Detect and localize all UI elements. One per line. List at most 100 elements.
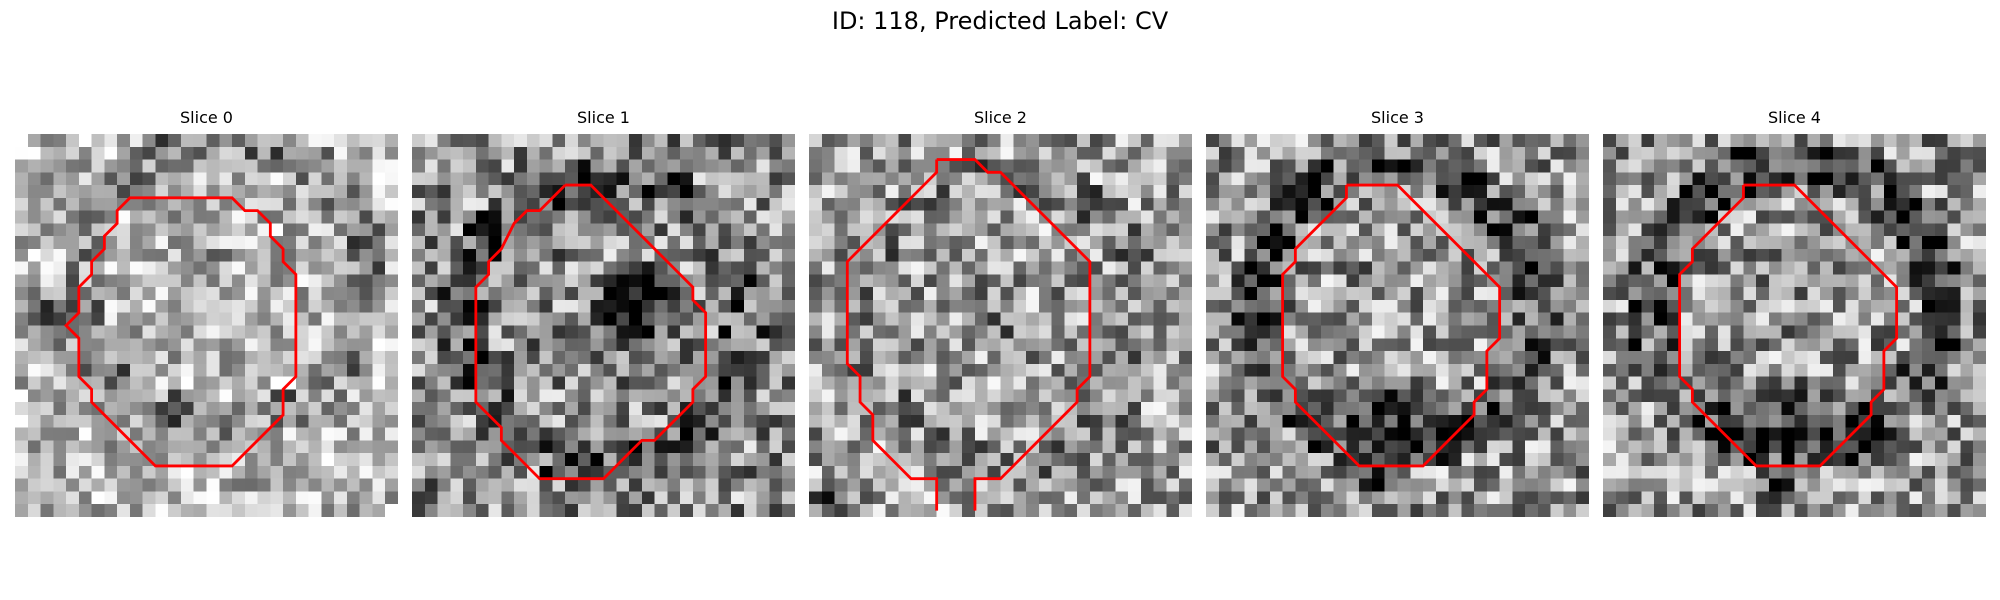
slice-pixel — [1206, 172, 1220, 186]
slice-pixel — [1423, 504, 1437, 517]
slice-pixel — [1231, 159, 1245, 173]
slice-pixel — [1781, 414, 1795, 428]
slice-pixel — [1077, 197, 1091, 211]
slice-pixel — [1308, 236, 1322, 250]
slice-pixel — [1077, 210, 1091, 224]
slice-pixel — [1820, 159, 1834, 173]
slice-pixel — [1628, 185, 1642, 199]
slice-pixel — [1371, 312, 1385, 326]
slice-pixel — [629, 414, 643, 428]
slice-pixel — [450, 414, 464, 428]
slice-pixel — [974, 504, 988, 517]
slice-pixel — [705, 465, 719, 479]
slice-pixel — [142, 261, 156, 275]
slice-pixel — [346, 287, 360, 301]
slice-pixel — [1486, 363, 1500, 377]
slice-pixel — [1666, 414, 1680, 428]
slice-pixel — [654, 299, 668, 313]
slice-pixel — [809, 440, 823, 454]
slice-pixel — [168, 312, 182, 326]
slice-pixel — [450, 465, 464, 479]
slice-pixel — [91, 427, 105, 441]
slice-pixel — [1269, 351, 1283, 365]
slice-pixel — [847, 172, 861, 186]
slice-pixel — [1666, 453, 1680, 467]
slice-pixel — [731, 248, 745, 262]
slice-pixel — [731, 351, 745, 365]
slice-pixel — [168, 236, 182, 250]
slice-pixel — [15, 465, 29, 479]
slice-pixel — [1499, 197, 1513, 211]
slice-pixel — [1077, 465, 1091, 479]
slice-pixel — [552, 287, 566, 301]
slice-pixel — [782, 465, 795, 479]
slice-pixel — [1973, 223, 1986, 237]
slice-pixel — [526, 338, 540, 352]
slice-pixel — [1295, 351, 1309, 365]
slice-pixel — [1603, 185, 1617, 199]
slice-pixel — [629, 312, 643, 326]
slice-pixel — [1397, 389, 1411, 403]
slice-pixel — [1666, 504, 1680, 517]
slice-pixel — [1102, 491, 1116, 505]
slice-pixel — [1781, 261, 1795, 275]
slice-pixel — [66, 223, 80, 237]
slice-pixel — [1128, 210, 1142, 224]
slice-pixel — [1512, 389, 1526, 403]
slice-pixel — [847, 274, 861, 288]
slice-pixel — [1922, 172, 1936, 186]
slice-pixel — [1947, 427, 1961, 441]
slice-pixel — [1282, 363, 1296, 377]
slice-pixel — [91, 261, 105, 275]
slice-pixel — [667, 248, 681, 262]
slice-pixel — [1743, 402, 1757, 416]
slice-pixel — [180, 504, 194, 517]
slice-pixel — [1474, 159, 1488, 173]
slice-pixel — [1922, 159, 1936, 173]
slice-pixel — [1013, 146, 1027, 160]
slice-pixel — [295, 185, 309, 199]
slice-pixel — [1654, 389, 1668, 403]
slice-pixel — [1781, 236, 1795, 250]
slice-pixel — [1499, 351, 1513, 365]
slice-pixel — [898, 414, 912, 428]
slice-pixel — [180, 185, 194, 199]
slice-pixel — [283, 325, 297, 339]
slice-pixel — [782, 248, 795, 262]
slice-pixel — [155, 376, 169, 390]
slice-pixel — [949, 223, 963, 237]
slice-pixel — [860, 197, 874, 211]
slice-pixel — [1206, 185, 1220, 199]
slice-pixel — [193, 299, 207, 313]
slice-pixel — [1153, 389, 1167, 403]
slice-pixel — [654, 197, 668, 211]
slice-pixel — [756, 172, 770, 186]
slice-pixel — [1628, 440, 1642, 454]
slice-pixel — [1717, 491, 1731, 505]
slice-pixel — [616, 248, 630, 262]
slice-pixel — [1768, 504, 1782, 517]
slice-pixel — [923, 146, 937, 160]
slice-pixel — [1960, 287, 1974, 301]
slice-pixel — [1244, 261, 1258, 275]
slice-pixel — [155, 287, 169, 301]
slice-pixel — [809, 491, 823, 505]
slice-pixel — [1397, 159, 1411, 173]
slice-pixel — [1128, 312, 1142, 326]
slice-pixel — [1628, 172, 1642, 186]
slice-pixel — [437, 338, 451, 352]
slice-pixel — [667, 159, 681, 173]
slice-pixel — [769, 159, 783, 173]
slice-pixel — [270, 402, 284, 416]
slice-pixel — [1397, 376, 1411, 390]
slice-pixel — [565, 351, 579, 365]
slice-pixel — [1512, 146, 1526, 160]
slice-pixel — [1679, 414, 1693, 428]
slice-pixel — [334, 491, 348, 505]
slice-pixel — [1218, 299, 1232, 313]
slice-pixel — [514, 465, 528, 479]
slice-pixel — [1000, 197, 1014, 211]
slice-pixel — [1666, 478, 1680, 492]
slice-pixel — [1257, 185, 1271, 199]
slice-pixel — [1756, 453, 1770, 467]
